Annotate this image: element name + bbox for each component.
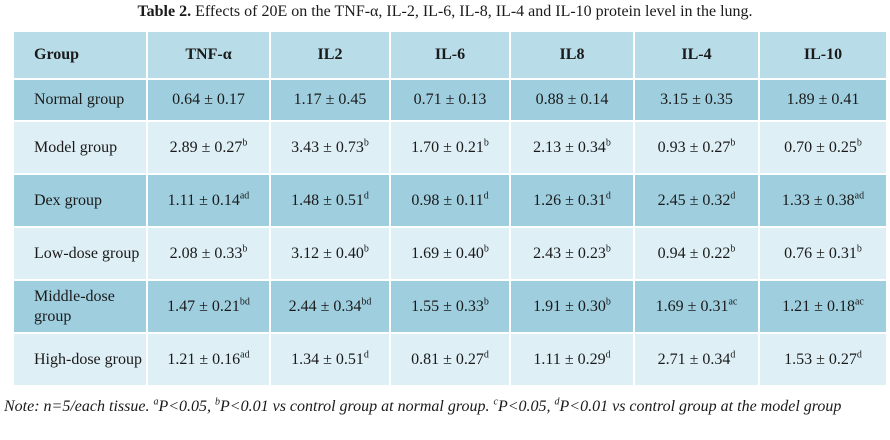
row-group-label: Low-dose group — [12, 226, 148, 281]
table-cell: 1.33 ± 0.38ad — [758, 173, 888, 228]
row-group-label: High-dose group — [12, 332, 148, 387]
table-caption: Table 2. Effects of 20E on the TNF-α, IL… — [0, 2, 890, 22]
data-table-container: Group TNF-α IL2 IL-6 IL8 IL-4 IL-10 Norm… — [12, 30, 888, 387]
caption-label: Table 2. — [137, 3, 192, 20]
table-cell: 1.91 ± 0.30b — [509, 279, 635, 334]
table-cell: 0.93 ± 0.27b — [633, 120, 760, 175]
table-cell: 1.26 ± 0.31d — [509, 173, 635, 228]
table-cell: 0.76 ± 0.31b — [758, 226, 888, 281]
table-cell: 2.45 ± 0.32d — [633, 173, 760, 228]
table-cell: 1.11 ± 0.14ad — [146, 173, 271, 228]
table-cell: 1.69 ± 0.40b — [389, 226, 511, 281]
table-cell: 1.11 ± 0.29d — [509, 332, 635, 387]
caption-text: Effects of 20E on the TNF-α, IL-2, IL-6,… — [191, 3, 753, 20]
table-cell: 2.44 ± 0.34bd — [269, 279, 391, 334]
cytokine-table: Group TNF-α IL2 IL-6 IL8 IL-4 IL-10 Norm… — [12, 30, 888, 387]
table-cell: 1.17 ± 0.45 — [269, 78, 391, 122]
table-row: Middle-dose group 1.47 ± 0.21bd 2.44 ± 0… — [12, 279, 888, 334]
table-row: Model group 2.89 ± 0.27b 3.43 ± 0.73b 1.… — [12, 120, 888, 175]
table-cell: 1.89 ± 0.41 — [758, 78, 888, 122]
table-cell: 0.70 ± 0.25b — [758, 120, 888, 175]
header-il8: IL8 — [509, 30, 635, 80]
table-cell: 1.47 ± 0.21bd — [146, 279, 271, 334]
row-group-label: Middle-dose group — [12, 279, 148, 334]
table-cell: 0.94 ± 0.22b — [633, 226, 760, 281]
table-cell: 0.98 ± 0.11d — [389, 173, 511, 228]
table-row: Low-dose group 2.08 ± 0.33b 3.12 ± 0.40b… — [12, 226, 888, 281]
table-cell: 3.15 ± 0.35 — [633, 78, 760, 122]
header-tnf-alpha: TNF-α — [146, 30, 271, 80]
table-cell: 2.89 ± 0.27b — [146, 120, 271, 175]
table-cell: 1.21 ± 0.16ad — [146, 332, 271, 387]
table-cell: 1.34 ± 0.51d — [269, 332, 391, 387]
header-group: Group — [12, 30, 148, 80]
row-group-label: Dex group — [12, 173, 148, 228]
table-cell: 1.55 ± 0.33b — [389, 279, 511, 334]
row-group-label: Normal group — [12, 78, 148, 122]
table-cell: 0.81 ± 0.27d — [389, 332, 511, 387]
table-cell: 1.70 ± 0.21b — [389, 120, 511, 175]
table-cell: 2.08 ± 0.33b — [146, 226, 271, 281]
table-row: Dex group 1.11 ± 0.14ad 1.48 ± 0.51d 0.9… — [12, 173, 888, 228]
header-row: Group TNF-α IL2 IL-6 IL8 IL-4 IL-10 — [12, 30, 888, 80]
row-group-label: Model group — [12, 120, 148, 175]
table-row: High-dose group 1.21 ± 0.16ad 1.34 ± 0.5… — [12, 332, 888, 387]
table-cell: 2.43 ± 0.23b — [509, 226, 635, 281]
header-il10: IL-10 — [758, 30, 888, 80]
table-cell: 3.43 ± 0.73b — [269, 120, 391, 175]
table-cell: 0.71 ± 0.13 — [389, 78, 511, 122]
table-footnote: Note: n=5/each tissue. aP<0.05, bP<0.01 … — [4, 396, 842, 415]
table-cell: 0.88 ± 0.14 — [509, 78, 635, 122]
header-il4: IL-4 — [633, 30, 760, 80]
header-il6: IL-6 — [389, 30, 511, 80]
table-cell: 3.12 ± 0.40b — [269, 226, 391, 281]
header-il2: IL2 — [269, 30, 391, 80]
table-cell: 1.48 ± 0.51d — [269, 173, 391, 228]
table-cell: 2.71 ± 0.34d — [633, 332, 760, 387]
table-row: Normal group 0.64 ± 0.17 1.17 ± 0.45 0.7… — [12, 78, 888, 122]
table-cell: 1.21 ± 0.18ac — [758, 279, 888, 334]
table-cell: 1.69 ± 0.31ac — [633, 279, 760, 334]
table-cell: 2.13 ± 0.34b — [509, 120, 635, 175]
table-cell: 0.64 ± 0.17 — [146, 78, 271, 122]
table-cell: 1.53 ± 0.27d — [758, 332, 888, 387]
